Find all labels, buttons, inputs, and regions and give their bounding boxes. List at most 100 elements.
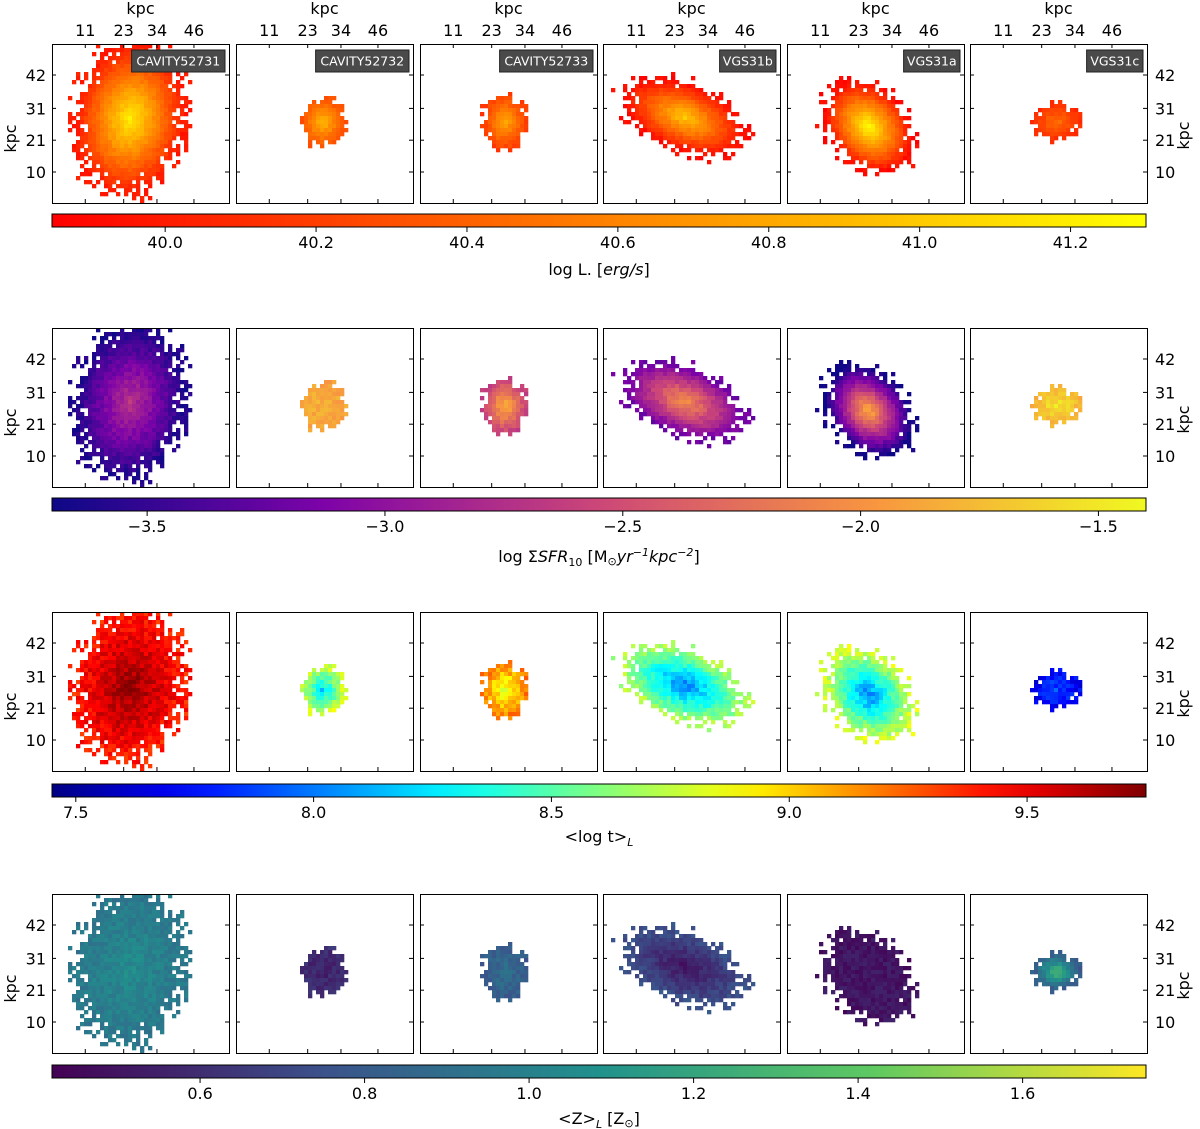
y-axis-title-right: kpc xyxy=(1174,405,1193,433)
galaxy-name-label: VGS31c xyxy=(1090,54,1139,69)
panel-frame xyxy=(236,894,414,1054)
panel-frame xyxy=(52,894,230,1054)
colorbar-tick-label: −1.5 xyxy=(1079,517,1118,536)
colorbar-tick-label: 1.0 xyxy=(516,1084,541,1103)
x-tick-label: 34 xyxy=(515,21,535,40)
colorbar-tick-label: 9.0 xyxy=(777,803,802,822)
colorbar-label-age: <log t>L xyxy=(565,827,634,849)
galaxy-name-label: CAVITY52731 xyxy=(136,54,220,69)
colorbar-row3: 7.5 8.0 8.5 9.0 9.5 xyxy=(51,783,1147,822)
panel-frame xyxy=(970,44,1148,204)
map-panel-vgs31b-row3 xyxy=(603,612,781,772)
colorbar-tick-label: 40.2 xyxy=(298,233,334,252)
y-tick-label-right: 31 xyxy=(1155,99,1175,118)
panel-frame xyxy=(420,612,598,772)
galaxy-name-label: VGS31a xyxy=(907,54,957,69)
pixel-map xyxy=(68,328,193,487)
y-tick-label-left: 42 xyxy=(26,634,46,653)
x-axis-title: kpc xyxy=(494,0,522,18)
x-axis-title: kpc xyxy=(1044,0,1072,18)
map-panel-vgs31c-row3: 42 31 21 10 kpc xyxy=(970,612,1193,772)
colorbar-tick-label: 8.0 xyxy=(301,803,326,822)
y-tick-label-right: 10 xyxy=(1155,731,1175,750)
pixel-map xyxy=(300,96,349,149)
x-tick-label: 23 xyxy=(1032,21,1052,40)
y-axis-title-left: kpc xyxy=(1,124,20,152)
colorbar-tick-label: 1.2 xyxy=(681,1084,706,1103)
x-tick-label: 34 xyxy=(882,21,902,40)
x-tick-label: 46 xyxy=(1102,21,1122,40)
pixel-map xyxy=(300,664,349,717)
colorbar-gradient xyxy=(51,1064,1147,1079)
y-tick-label-right: 10 xyxy=(1155,447,1175,466)
colorbar-tick-label: 9.5 xyxy=(1014,803,1039,822)
map-panel-vgs31a-row3 xyxy=(787,612,965,772)
map-panel-cavity52731-row1: kpc 11 23 34 46 CAVITY52731 42 31 21 10 kpc xyxy=(1,0,230,204)
x-tick-label: 11 xyxy=(810,21,830,40)
map-panel-cavity52733-row3 xyxy=(420,612,598,772)
colorbar-tick-label: −3.5 xyxy=(128,517,167,536)
map-panel-cavity52733-row4 xyxy=(420,894,598,1054)
colorbar-tick-label: 40.6 xyxy=(600,233,636,252)
colorbar-tick-label: 40.0 xyxy=(147,233,183,252)
colorbar-gradient xyxy=(51,783,1147,798)
y-tick-label-right: 21 xyxy=(1155,981,1175,1000)
colorbar-tick-label: 41.2 xyxy=(1053,233,1089,252)
y-tick-label-right: 42 xyxy=(1155,634,1175,653)
x-tick-label: 46 xyxy=(919,21,939,40)
colorbars: 40.0 40.2 40.4 40.6 40.8 41.0 41.2 −3.5 −3.0 −2.5… xyxy=(51,213,1147,1103)
x-tick-label: 23 xyxy=(665,21,685,40)
x-tick-label: 11 xyxy=(75,21,95,40)
pixel-map xyxy=(611,72,756,165)
colorbar-tick-label: 40.8 xyxy=(751,233,787,252)
colorbar-tick-label: 40.4 xyxy=(449,233,485,252)
pixel-map xyxy=(611,640,756,733)
map-panel-vgs31b-row4 xyxy=(603,894,781,1054)
y-tick-label-right: 10 xyxy=(1155,163,1175,182)
colorbar-tick-label: 41.0 xyxy=(902,233,938,252)
colorbar-tick-label: 1.6 xyxy=(1010,1084,1035,1103)
panel-grid: kpc 11 23 34 46 CAVITY52731 42 31 21 10 kpc kpc 11 23… xyxy=(1,0,1193,1054)
x-tick-label: 11 xyxy=(259,21,279,40)
panel-frame xyxy=(970,328,1148,488)
map-panel-cavity52732-row3 xyxy=(236,612,414,772)
galaxy-name-badge xyxy=(1086,49,1144,73)
y-tick-label-right: 21 xyxy=(1155,699,1175,718)
x-tick-label: 34 xyxy=(698,21,718,40)
panel-frame xyxy=(52,44,230,204)
y-axis-title-right: kpc xyxy=(1174,689,1193,717)
x-tick-label: 46 xyxy=(368,21,388,40)
map-panel-cavity52733-row2 xyxy=(420,328,598,488)
y-tick-label-left: 10 xyxy=(26,447,46,466)
y-axis-title-right: kpc xyxy=(1174,121,1193,149)
pixel-map xyxy=(300,380,349,433)
map-panel-cavity52732-row4 xyxy=(236,894,414,1054)
y-tick-label-right: 42 xyxy=(1155,916,1175,935)
map-panel-cavity52732-row1: kpc 11 23 34 46 CAVITY52732 xyxy=(236,0,414,204)
y-tick-label-left: 21 xyxy=(26,131,46,150)
y-tick-label-left: 42 xyxy=(26,350,46,369)
x-tick-label: 23 xyxy=(482,21,502,40)
panel-frame xyxy=(970,612,1148,772)
y-tick-label-left: 31 xyxy=(26,99,46,118)
panel-frame xyxy=(787,894,965,1054)
map-panel-vgs31c-row2: 42 31 21 10 kpc xyxy=(970,328,1193,488)
x-tick-label: 46 xyxy=(735,21,755,40)
map-panel-vgs31b-row2 xyxy=(603,328,781,488)
pixel-map xyxy=(1030,384,1083,429)
y-tick-label-left: 10 xyxy=(26,163,46,182)
panel-frame xyxy=(787,44,965,204)
colorbar-gradient xyxy=(51,497,1147,512)
y-tick-label-right: 21 xyxy=(1155,131,1175,150)
y-tick-label-left: 21 xyxy=(26,981,46,1000)
x-tick-label: 23 xyxy=(298,21,318,40)
map-panel-cavity52731-row3: 42 31 21 10 kpc xyxy=(1,612,230,772)
galaxy-name-badge xyxy=(131,49,226,73)
pixel-map xyxy=(480,660,529,721)
y-tick-label-left: 10 xyxy=(26,731,46,750)
x-axis-title: kpc xyxy=(310,0,338,18)
x-tick-label: 23 xyxy=(849,21,869,40)
panel-frame xyxy=(787,612,965,772)
panel-frame xyxy=(236,328,414,488)
